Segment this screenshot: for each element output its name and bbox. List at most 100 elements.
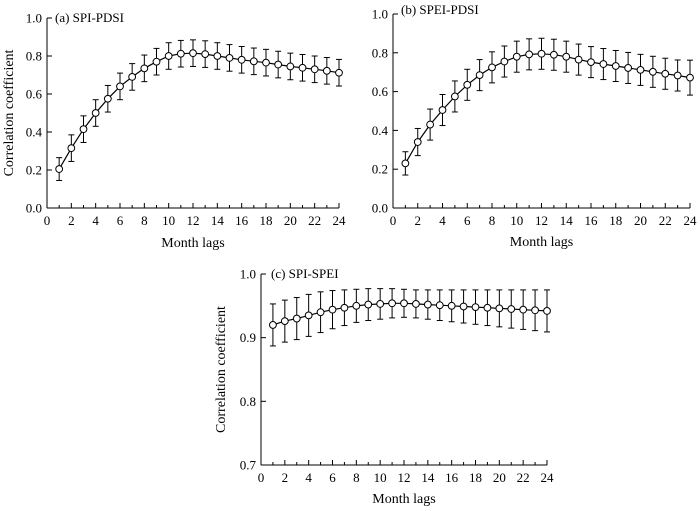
data-point xyxy=(249,57,258,66)
data-point xyxy=(286,62,295,71)
y-tick-label: 1.0 xyxy=(240,267,256,282)
data-point xyxy=(322,66,331,75)
data-point xyxy=(500,57,509,66)
data-point xyxy=(274,60,283,69)
x-tick-label: 24 xyxy=(333,213,347,228)
data-point xyxy=(471,303,480,312)
data-point xyxy=(116,82,124,91)
data-point xyxy=(507,305,516,313)
x-axis-title: Month lags xyxy=(161,236,224,251)
data-point xyxy=(328,305,337,314)
x-tick-label: 2 xyxy=(68,213,75,228)
x-tick-label: 22 xyxy=(308,213,321,228)
data-point xyxy=(450,92,459,101)
data-point xyxy=(316,308,325,317)
x-tick-label: 16 xyxy=(445,470,459,485)
data-point xyxy=(310,65,319,74)
x-axis-title: Month lags xyxy=(372,492,435,507)
data-point xyxy=(280,317,289,326)
x-tick-label: 24 xyxy=(541,470,555,485)
x-tick-label: 2 xyxy=(415,213,422,228)
data-point xyxy=(525,50,534,59)
x-tick-label: 12 xyxy=(535,213,548,228)
x-tick-label: 8 xyxy=(489,213,496,228)
x-tick-label: 4 xyxy=(439,213,446,228)
data-point xyxy=(189,49,197,58)
data-point xyxy=(413,138,422,146)
data-point xyxy=(55,165,64,173)
data-point xyxy=(176,49,185,58)
data-point xyxy=(364,300,373,309)
y-tick-label: 0.8 xyxy=(240,394,256,409)
data-point xyxy=(412,300,420,308)
y-axis-title: Correlation coefficient xyxy=(214,306,229,433)
data-point xyxy=(201,50,210,58)
x-tick-label: 8 xyxy=(141,213,148,228)
data-point xyxy=(298,63,307,72)
data-point xyxy=(562,52,571,61)
data-point xyxy=(213,52,222,60)
data-point xyxy=(438,106,447,114)
data-point xyxy=(352,301,361,310)
x-tick-label: 4 xyxy=(92,213,99,228)
x-tick-label: 0 xyxy=(258,470,265,485)
x-tick-label: 12 xyxy=(187,213,200,228)
data-point xyxy=(549,50,558,59)
data-point xyxy=(237,55,246,64)
data-point xyxy=(599,60,608,68)
y-tick-label: 0.4 xyxy=(26,125,43,140)
data-point xyxy=(574,55,583,64)
data-point xyxy=(128,73,137,81)
data-point xyxy=(164,52,173,60)
data-point xyxy=(543,307,551,315)
data-point xyxy=(426,120,435,129)
x-tick-label: 18 xyxy=(469,470,482,485)
panel-title: (a) SPI-PDSI xyxy=(55,10,124,25)
data-point xyxy=(495,304,504,313)
data-point xyxy=(475,71,484,80)
y-tick-label: 0.0 xyxy=(26,201,42,216)
y-axis-title: Correlation coefficient xyxy=(2,49,17,176)
x-tick-label: 8 xyxy=(353,470,360,485)
panel-spi-pdsi: 0 2 4 6 8 10 12 14 16 18 20 22 240.00.20.40.60.81.0(… xyxy=(2,10,346,251)
y-tick-label: 0.4 xyxy=(372,123,389,138)
y-tick-label: 0.0 xyxy=(372,201,388,216)
data-point xyxy=(269,321,277,329)
x-tick-label: 14 xyxy=(211,213,225,228)
data-point xyxy=(488,63,496,72)
x-tick-label: 16 xyxy=(235,213,249,228)
x-tick-label: 18 xyxy=(260,213,273,228)
data-point xyxy=(435,301,444,310)
y-tick-label: 0.2 xyxy=(372,162,388,177)
panel-spei-pdsi: 0 2 4 6 8 10 12 14 16 18 20 22 240.00.20.40.60.81.0(… xyxy=(372,2,697,250)
data-point xyxy=(483,303,492,312)
data-point xyxy=(262,58,270,67)
x-tick-label: 22 xyxy=(659,213,672,228)
series-line xyxy=(404,53,691,164)
y-tick-label: 0.6 xyxy=(372,84,389,99)
data-point xyxy=(304,311,313,320)
data-point xyxy=(673,71,682,80)
data-point xyxy=(648,67,657,76)
x-tick-label: 12 xyxy=(398,470,411,485)
data-point xyxy=(152,57,161,66)
x-tick-label: 4 xyxy=(305,470,312,485)
x-tick-label: 20 xyxy=(284,213,297,228)
data-point xyxy=(423,300,432,309)
data-point xyxy=(103,94,112,103)
data-point xyxy=(611,62,620,70)
x-axis-title: Month lags xyxy=(510,235,573,250)
data-point xyxy=(512,52,521,61)
series-line xyxy=(272,302,548,326)
y-tick-label: 0.8 xyxy=(372,45,388,60)
data-point xyxy=(519,305,528,314)
x-tick-label: 2 xyxy=(282,470,289,485)
x-tick-label: 0 xyxy=(390,213,397,228)
data-point xyxy=(537,49,546,58)
panel-spi-spei: 0 2 4 6 8 10 12 14 16 18 20 22 240.70.80.91.0 (c) SPI… xyxy=(214,266,554,507)
data-point xyxy=(388,299,396,308)
panel-title: (c) SPI-SPEI xyxy=(271,266,339,281)
data-point xyxy=(686,73,694,82)
data-point xyxy=(661,69,670,78)
y-tick-label: 0.6 xyxy=(26,87,43,102)
